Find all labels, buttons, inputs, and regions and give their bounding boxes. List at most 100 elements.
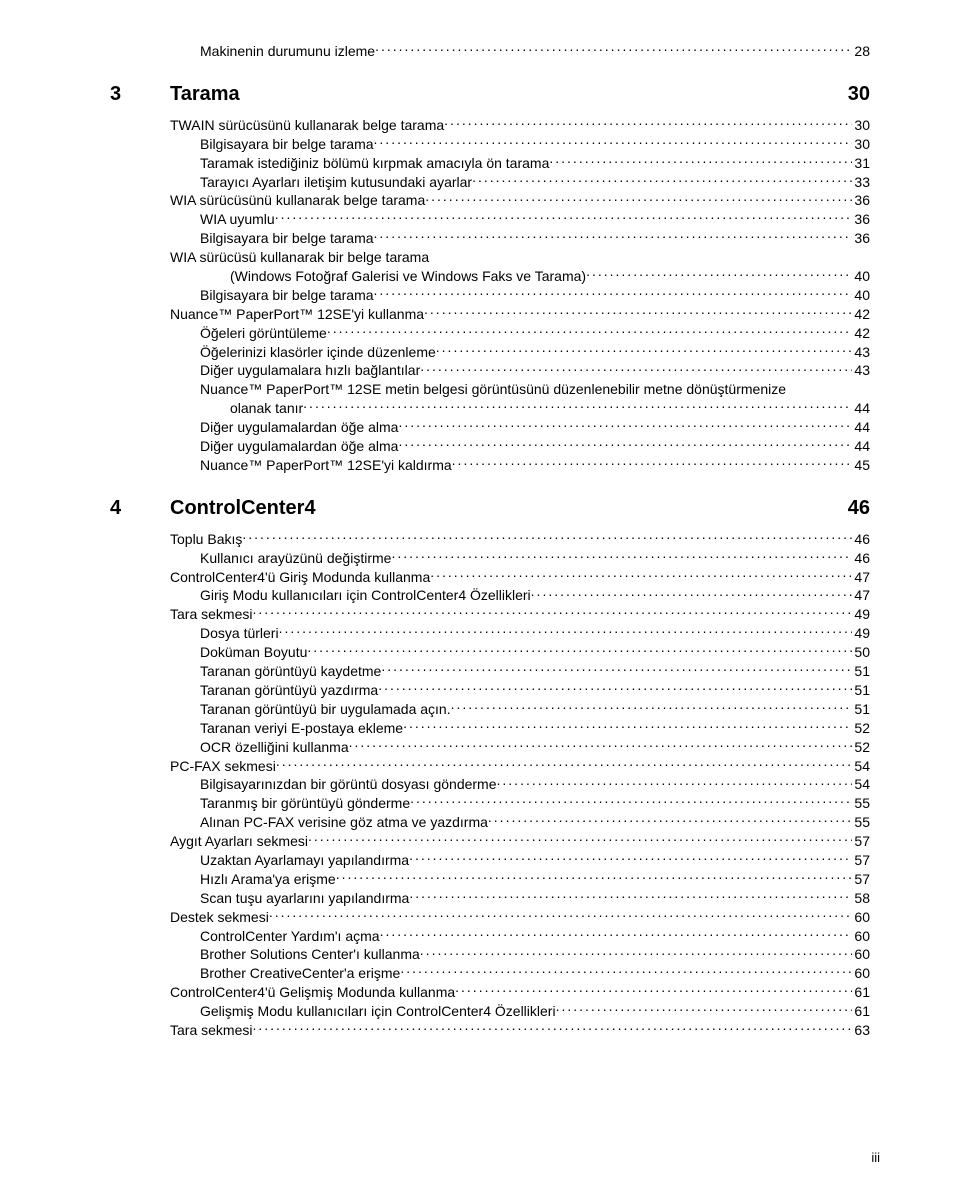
toc-leader-dots [531,586,853,600]
toc-entry[interactable]: Brother CreativeCenter'a erişme60 [200,964,870,983]
toc-entry-page: 47 [852,586,870,605]
toc-entry[interactable]: Bilgisayara bir belge tarama40 [200,286,870,305]
toc-entry[interactable]: Destek sekmesi60 [170,908,870,927]
toc-entry[interactable]: Öğeleri görüntüleme42 [200,324,870,343]
toc-entry-page: 46 [852,530,870,549]
toc-entry-label: Diğer uygulamalardan öğe alma [200,437,398,456]
toc-entry[interactable]: Kullanıcı arayüzünü değiştirme46 [200,549,870,568]
toc-entry[interactable]: Nuance™ PaperPort™ 12SE'yi kaldırma45 [200,456,870,475]
toc-entry[interactable]: Bilgisayarınızdan bir görüntü dosyası gö… [200,775,870,794]
toc-entry[interactable]: WIA uyumlu36 [200,210,870,229]
toc-entry-label: Taranan görüntüyü kaydetme [200,662,381,681]
toc-entry-page: 45 [852,456,870,475]
toc-entry[interactable]: Hızlı Arama'ya erişme57 [200,870,870,889]
toc-entry-page: 57 [852,851,870,870]
toc-entry-label: WIA uyumlu [200,210,275,229]
toc-entry[interactable]: Bilgisayara bir belge tarama36 [200,229,870,248]
toc-entry[interactable]: Öğelerinizi klasörler içinde düzenleme43 [200,343,870,362]
toc-entry[interactable]: Diğer uygulamalardan öğe alma 44 [200,437,870,456]
toc-entry[interactable]: (Windows Fotoğraf Galerisi ve Windows Fa… [230,267,870,286]
leading-entries: Makinenin durumunu izleme 28 [80,42,880,61]
toc-entry[interactable]: Gelişmiş Modu kullanıcıları için Control… [200,1002,870,1021]
toc-leader-dots [409,851,852,865]
toc-entry-page: 44 [852,399,870,418]
toc-entry[interactable]: Giriş Modu kullanıcıları için ControlCen… [200,586,870,605]
toc-entry[interactable]: ControlCenter4'ü Gelişmiş Modunda kullan… [170,983,870,1002]
toc-entry-label: Diğer uygulamalara hızlı bağlantılar [200,361,420,380]
toc-leader-dots [327,324,853,338]
toc-entry-page: 54 [852,775,870,794]
toc-entry-label: ControlCenter Yardım'ı açma [200,927,380,946]
toc-leader-dots [452,456,853,470]
toc-entry[interactable]: Taranan veriyi E-postaya ekleme52 [200,719,870,738]
toc-section-header[interactable]: 4ControlCenter446 [110,497,870,520]
toc-entry[interactable]: OCR özelliğini kullanma52 [200,738,870,757]
toc-entry-label: Taranmış bir görüntüyü gönderme [200,794,410,813]
toc-entry[interactable]: Aygıt Ayarları sekmesi57 [170,832,870,851]
toc-entry[interactable]: Tara sekmesi49 [170,605,870,624]
toc-leader-dots [375,42,852,56]
toc-entry-label: (Windows Fotoğraf Galerisi ve Windows Fa… [230,267,586,286]
toc-entry[interactable]: Bilgisayara bir belge tarama30 [200,135,870,154]
toc-entry[interactable]: Taranan görüntüyü yazdırma51 [200,681,870,700]
toc-entry-label: Giriş Modu kullanıcıları için ControlCen… [200,586,531,605]
toc-section-title: ControlCenter4 [170,497,848,520]
toc-entry-label: Dosya türleri [200,624,279,643]
toc-entry-label: Destek sekmesi [170,908,269,927]
toc-entry[interactable]: ControlCenter4'ü Giriş Modunda kullanma4… [170,568,870,587]
toc-leader-dots [398,437,852,451]
page-number-footer: iii [871,1150,880,1165]
toc-leader-dots [391,549,852,563]
toc-entry[interactable]: Nuance™ PaperPort™ 12SE'yi kullanma42 [170,305,870,324]
toc-entry[interactable]: PC-FAX sekmesi 54 [170,757,870,776]
toc-entry-label: Tara sekmesi [170,1021,252,1040]
toc-entry[interactable]: Uzaktan Ayarlamayı yapılandırma57 [200,851,870,870]
toc-entry[interactable]: olanak tanır44 [230,399,870,418]
toc-entry[interactable]: Taranan görüntüyü bir uygulamada açın.51 [200,700,870,719]
toc-leader-dots [349,738,853,752]
toc-entry-label: Öğelerinizi klasörler içinde düzenleme [200,343,436,362]
toc-entry[interactable]: ControlCenter Yardım'ı açma60 [200,927,870,946]
toc-entry[interactable]: Taranan görüntüyü kaydetme51 [200,662,870,681]
toc-entry[interactable]: Taranmış bir görüntüyü gönderme55 [200,794,870,813]
toc-leader-dots [269,908,853,922]
toc-leader-dots [425,191,852,205]
toc-entry[interactable]: Scan tuşu ayarlarını yapılandırma58 [200,889,870,908]
toc-entry-page: 31 [852,154,870,173]
toc-entry[interactable]: Doküman Boyutu50 [200,643,870,662]
toc-leader-dots [275,210,853,224]
toc-entry-page: 51 [852,681,870,700]
toc-section-title: Tarama [170,83,848,106]
toc-entry[interactable]: WIA sürücüsü kullanarak bir belge tarama [170,248,870,267]
toc-entry[interactable]: Makinenin durumunu izleme 28 [200,42,870,61]
toc-leader-dots [374,135,853,149]
toc-entry-label: Makinenin durumunu izleme [200,42,375,61]
toc-entry[interactable]: Taramak istediğiniz bölümü kırpmak amacı… [200,154,870,173]
toc-entry[interactable]: Toplu Bakış46 [170,530,870,549]
toc-entry-label: Doküman Boyutu [200,643,307,662]
toc-entry[interactable]: Alınan PC-FAX verisine göz atma ve yazdı… [200,813,870,832]
toc-entry-label: Nuance™ PaperPort™ 12SE metin belgesi gö… [200,381,786,397]
toc-entry[interactable]: Tara sekmesi 63 [170,1021,870,1040]
toc-entry-page: 28 [852,42,870,61]
toc-entry[interactable]: TWAIN sürücüsünü kullanarak belge tarama… [170,116,870,135]
toc-entry-page: 54 [852,757,870,776]
toc-entry[interactable]: Nuance™ PaperPort™ 12SE metin belgesi gö… [200,380,870,399]
toc-entry-label: WIA sürücüsünü kullanarak belge tarama [170,191,425,210]
toc-entry[interactable]: Diğer uygulamalardan öğe alma44 [200,418,870,437]
toc-leader-dots [436,343,853,357]
toc-entry[interactable]: Tarayıcı Ayarları iletişim kutusundaki a… [200,173,870,192]
toc-entry-page: 44 [852,437,870,456]
toc-entry[interactable]: Dosya türleri49 [200,624,870,643]
toc-section-header[interactable]: 3Tarama30 [110,83,870,106]
toc-leader-dots [409,889,852,903]
toc-entry[interactable]: WIA sürücüsünü kullanarak belge tarama36 [170,191,870,210]
toc-entry[interactable]: Diğer uygulamalara hızlı bağlantılar43 [200,361,870,380]
toc-entry-label: Tarayıcı Ayarları iletişim kutusundaki a… [200,173,472,192]
toc-entry-label: PC-FAX sekmesi [170,757,276,776]
toc-entry-page: 40 [852,286,870,305]
toc-entry[interactable]: Brother Solutions Center'ı kullanma60 [200,945,870,964]
toc-leader-dots [242,530,852,544]
toc-leader-dots [374,229,853,243]
toc-entry-page: 63 [852,1021,870,1040]
